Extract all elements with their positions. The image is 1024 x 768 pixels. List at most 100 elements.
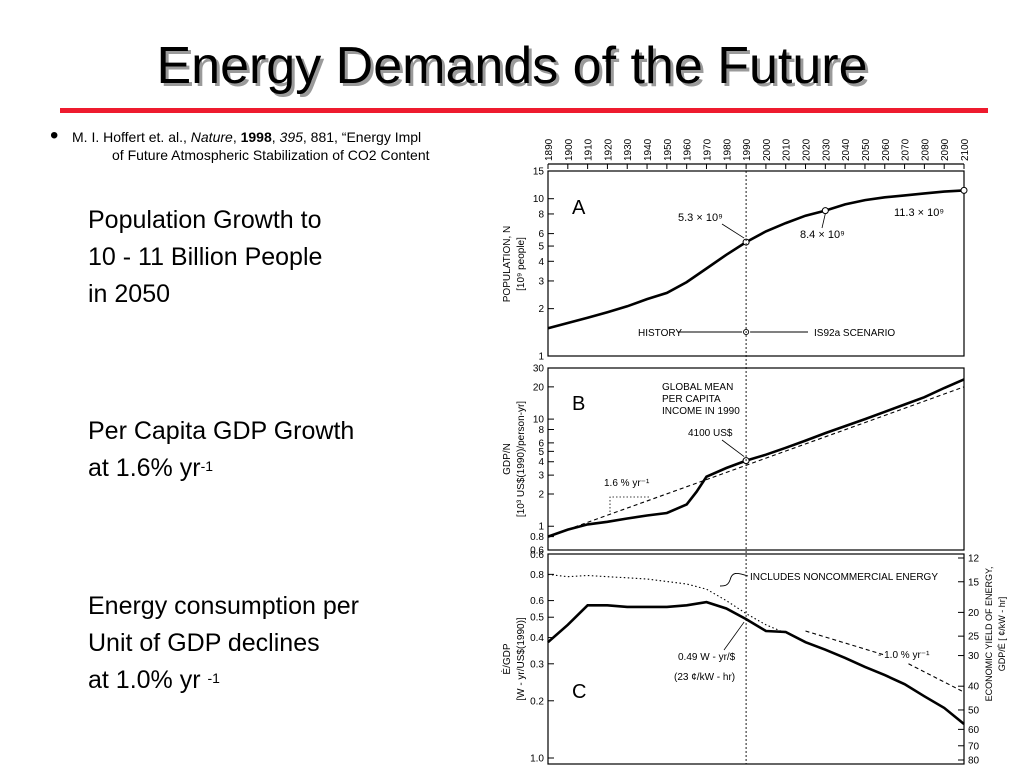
energy-rate: at 1.0% yr: [88, 666, 208, 694]
panel-c-y-tick-label: 0.2: [530, 696, 544, 707]
panel-b-y-tick-label: 2: [538, 489, 544, 500]
year-tick-label: 2070: [901, 138, 912, 161]
year-tick-label: 1930: [623, 138, 634, 161]
panel-b-annotation: INCOME IN 1990: [662, 406, 740, 417]
panel-a-data-marker: [960, 186, 968, 194]
panel-c-y2-tick-label: 70: [968, 741, 980, 752]
citation-sep: ,: [232, 129, 241, 145]
panel-a-ylabel: POPULATION, N: [502, 226, 513, 303]
panel-c-y2-tick-label: 12: [968, 554, 980, 565]
panel-c-letter: C: [572, 681, 586, 703]
panel-b-letter: B: [572, 393, 585, 415]
energy-chart-figure: 1890 1900 1910 1920 1930 1940 1950 1960 1970 1980…: [492, 124, 1024, 768]
panel-a-letter: A: [572, 197, 586, 219]
panel-c-y2-tick-label: 25: [968, 632, 980, 643]
panel-a-annotation: 5.3 × 10⁹: [678, 212, 723, 224]
panel-c-y-tick-label: 0.4: [530, 633, 544, 644]
panel-b-y-tick-label: 4: [538, 457, 544, 468]
panel-c-annotation: (23 ¢/kW - hr): [674, 672, 735, 683]
panel-b-ylabel: GDP/N: [502, 443, 513, 475]
panel-c-annotation: INCLUDES NONCOMMERCIAL ENERGY: [750, 572, 938, 583]
panel-a-frame: [547, 170, 965, 357]
panel-a-history-label: HISTORY: [638, 328, 682, 339]
panel-b-y-tick-label: 20: [533, 382, 545, 393]
panel-a-y-tick-label: 3: [538, 276, 544, 287]
year-tick-label: 1960: [683, 138, 694, 161]
year-tick-label: 1990: [742, 138, 753, 161]
year-tick-label: 1910: [584, 138, 595, 161]
panel-c-y2label: ECONOMIC YIELD OF ENERGY,: [984, 567, 994, 702]
citation-journal: Nature: [190, 129, 233, 145]
panel-c-y2-tick-label: 30: [968, 651, 980, 662]
title-rule: [60, 108, 988, 113]
panel-b-annotation: GLOBAL MEAN: [662, 382, 733, 393]
panel-c-noncommercial-line: [547, 573, 786, 634]
panel-a-y-tick-label: 10: [533, 194, 545, 205]
panel-b-y-tick-label: 30: [533, 364, 545, 375]
panel-c-y2label: GDP/Ė [ ¢/kW - hr]: [997, 597, 1007, 672]
citation: M. I. Hoffert et. al., Nature, 1998, 395…: [72, 128, 500, 172]
energy-line: Unit of GDP declines: [88, 629, 320, 657]
panel-b-annotation: 4100 US$: [688, 428, 733, 439]
year-tick-label: 2020: [802, 138, 813, 161]
panel-b-y-tick-label: 3: [538, 471, 544, 482]
panel-c-rate-label: - 1.0 % yr⁻¹: [878, 650, 930, 661]
panel-c-ylabel: [W - yr/US$(1990)]: [516, 617, 527, 701]
population-line: 10 - 11 Billion People: [88, 243, 323, 271]
panel-c-y-tick-label: 0.6: [530, 550, 544, 561]
energy-rate-exponent: -1: [207, 670, 220, 686]
panel-c-intensity-line: [547, 600, 965, 726]
gdp-rate-exponent: -1: [200, 458, 214, 474]
panel-b-y-tick-label: 5: [538, 447, 544, 458]
panel-a-annotation: 11.3 × 10⁹: [894, 207, 944, 219]
panel-c-annotation-arrow: [723, 621, 745, 651]
year-tick-label: 1940: [643, 138, 654, 161]
year-tick-label: 2000: [762, 138, 773, 161]
year-tick-label: 1920: [603, 138, 614, 161]
panel-c-annotation-arrow: [719, 572, 749, 587]
citation-line2: of Future Atmospheric Stabilization of C…: [112, 147, 430, 163]
panel-a-ylabel: [10⁹ people]: [516, 237, 527, 291]
year-tick-label: 1950: [663, 138, 674, 161]
year-tick-label: 2090: [940, 138, 951, 161]
panel-c-trend-line: [805, 630, 885, 656]
panel-c-trend-line: [908, 663, 965, 693]
panel-a-scenario-label: IS92a SCENARIO: [814, 328, 895, 339]
panel-b-gdp-line: [547, 378, 965, 538]
population-line: in 2050: [88, 280, 171, 308]
year-tick-label: 1890: [544, 138, 555, 161]
panel-b-trend-line: [547, 386, 965, 538]
panel-c-y2-tick-label: 15: [968, 577, 980, 588]
panel-b-y-tick-label: 10: [533, 415, 545, 426]
panel-b-annotation-arrow: [721, 439, 745, 457]
panel-c-y2-tick-label: 50: [968, 705, 980, 716]
panel-c-frame: [547, 553, 965, 765]
panel-a-y-tick-label: 2: [538, 304, 544, 315]
panel-b-annotation: PER CAPITA: [662, 394, 721, 405]
year-tick-label: 1970: [702, 138, 713, 161]
panel-b-rate-label: 1.6 % yr⁻¹: [604, 478, 650, 489]
panel-c-annotation: 0.49 W - yr/$: [678, 652, 736, 663]
panel-b-y-tick-label: 8: [538, 425, 544, 436]
bullet-marker: •: [50, 122, 59, 149]
panel-c-y2-tick-label: 80: [968, 756, 980, 767]
panel-b-y-tick-label: 0.8: [530, 532, 544, 543]
panel-a-y-tick-label: 15: [533, 167, 545, 178]
panel-c-y-tick-label: 0.8: [530, 570, 544, 581]
panel-a-y-tick-label: 8: [538, 209, 544, 220]
year-tick-label: 2060: [881, 138, 892, 161]
citation-year: 1998: [240, 129, 272, 145]
panel-b-y-tick-label: 0.6: [530, 546, 544, 557]
citation-volume: 395: [279, 129, 303, 145]
panel-c-ylabel: Ė/GDP: [500, 643, 513, 674]
panel-c-y-tick-label: 0.3: [530, 659, 544, 670]
chart-svg: 1890 1900 1910 1920 1930 1940 1950 1960 1970 1980…: [500, 138, 1007, 767]
gdp-text: Per Capita GDP Growth at 1.6% yr-1: [88, 413, 354, 487]
panel-a-annotation-arrow: [821, 213, 826, 229]
panel-c-y2-tick-label: 40: [968, 682, 980, 693]
population-text: Population Growth to 10 - 11 Billion Peo…: [88, 202, 322, 313]
panel-a-y-tick-label: 4: [538, 257, 544, 268]
citation-authors: M. I. Hoffert et. al.,: [72, 129, 191, 145]
population-line: Population Growth to: [88, 206, 322, 234]
year-tick-label: 2040: [841, 138, 852, 161]
